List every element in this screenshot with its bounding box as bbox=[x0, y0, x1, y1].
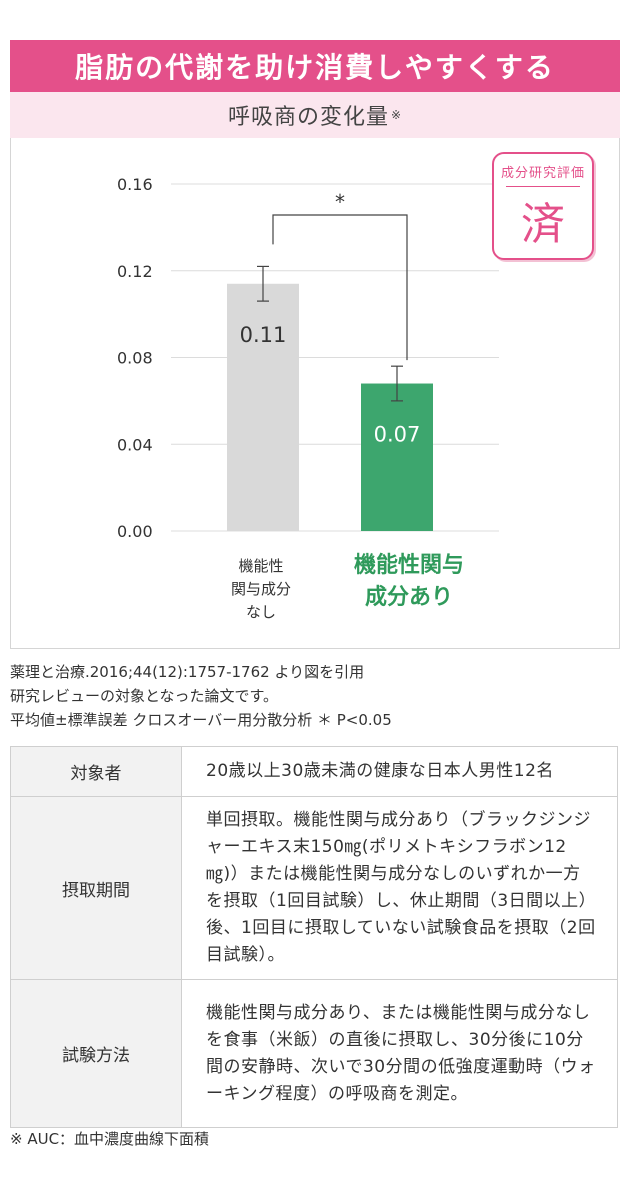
chart-title-mark: ※ bbox=[390, 108, 403, 122]
reference-line: 研究レビューの対象となった論文です。 bbox=[10, 687, 279, 705]
stamp-divider bbox=[506, 186, 580, 187]
row-label: 試験方法 bbox=[10, 979, 182, 1128]
reference-line: 平均値±標準誤差 クロスオーバー用分散分析 ＊ P<0.05 bbox=[10, 711, 392, 729]
significance-mark: * bbox=[335, 190, 345, 214]
category-label: 機能性関与 bbox=[354, 552, 464, 578]
reference-line: 薬理と治療.2016;44(12):1757-1762 より図を引用 bbox=[10, 663, 365, 681]
bar bbox=[227, 283, 299, 531]
row-label: 対象者 bbox=[10, 746, 182, 797]
stamp-label: 成分研究評価 bbox=[500, 166, 585, 181]
page-title: 脂肪の代謝を助け消費しやすくする bbox=[75, 51, 555, 84]
respiratory-quotient-chart: 0.00 0.04 0.08 0.12 0.16 0.11 0.07 * 機能性関与成分なし 機能… bbox=[117, 175, 499, 621]
bar bbox=[361, 383, 433, 531]
table-row: 摂取期間 単回摂取。機能性関与成分あり（ブラックジンジャーエキス末150㎎(ポリ… bbox=[10, 796, 618, 980]
category-label: 成分あり bbox=[365, 585, 453, 610]
y-tick-label: 0.16 bbox=[117, 175, 153, 194]
data-label: 0.11 bbox=[240, 323, 287, 347]
category-label: 機能性 bbox=[238, 557, 283, 575]
row-value: 機能性関与成分あり、または機能性関与成分なしを食事（米飯）の直後に摂取し、30分… bbox=[181, 979, 618, 1128]
data-label: 0.07 bbox=[374, 423, 421, 447]
references: 薬理と治療.2016;44(12):1757-1762 より図を引用 研究レビュ… bbox=[10, 660, 392, 732]
stamp-kanji: 済 bbox=[521, 199, 565, 250]
row-label: 摂取期間 bbox=[10, 796, 182, 980]
chart-subtitle-bar: 呼吸商の変化量 ※ bbox=[10, 92, 620, 138]
chart-title: 呼吸商の変化量 bbox=[227, 105, 389, 130]
research-evaluated-stamp: 成分研究評価 済 bbox=[492, 152, 594, 260]
y-tick-label: 0.12 bbox=[117, 262, 153, 281]
table-row: 対象者 20歳以上30歳未満の健康な日本人男性12名 bbox=[10, 746, 618, 797]
study-info-table: 対象者 20歳以上30歳未満の健康な日本人男性12名 摂取期間 単回摂取。機能性… bbox=[10, 746, 618, 1128]
y-tick-label: 0.08 bbox=[117, 349, 153, 368]
row-value: 20歳以上30歳未満の健康な日本人男性12名 bbox=[181, 746, 618, 797]
significance-bracket bbox=[272, 214, 408, 361]
y-tick-label: 0.00 bbox=[117, 522, 153, 541]
footnote: ※ AUC：血中濃度曲線下面積 bbox=[10, 1130, 210, 1148]
category-label: なし bbox=[246, 603, 276, 621]
table-row: 試験方法 機能性関与成分あり、または機能性関与成分なしを食事（米飯）の直後に摂取… bbox=[10, 979, 618, 1128]
row-value: 単回摂取。機能性関与成分あり（ブラックジンジャーエキス末150㎎(ポリメトキシフ… bbox=[181, 796, 618, 980]
header-banner: 脂肪の代謝を助け消費しやすくする bbox=[10, 40, 620, 92]
category-label: 関与成分 bbox=[231, 580, 291, 598]
y-tick-label: 0.04 bbox=[117, 435, 153, 454]
